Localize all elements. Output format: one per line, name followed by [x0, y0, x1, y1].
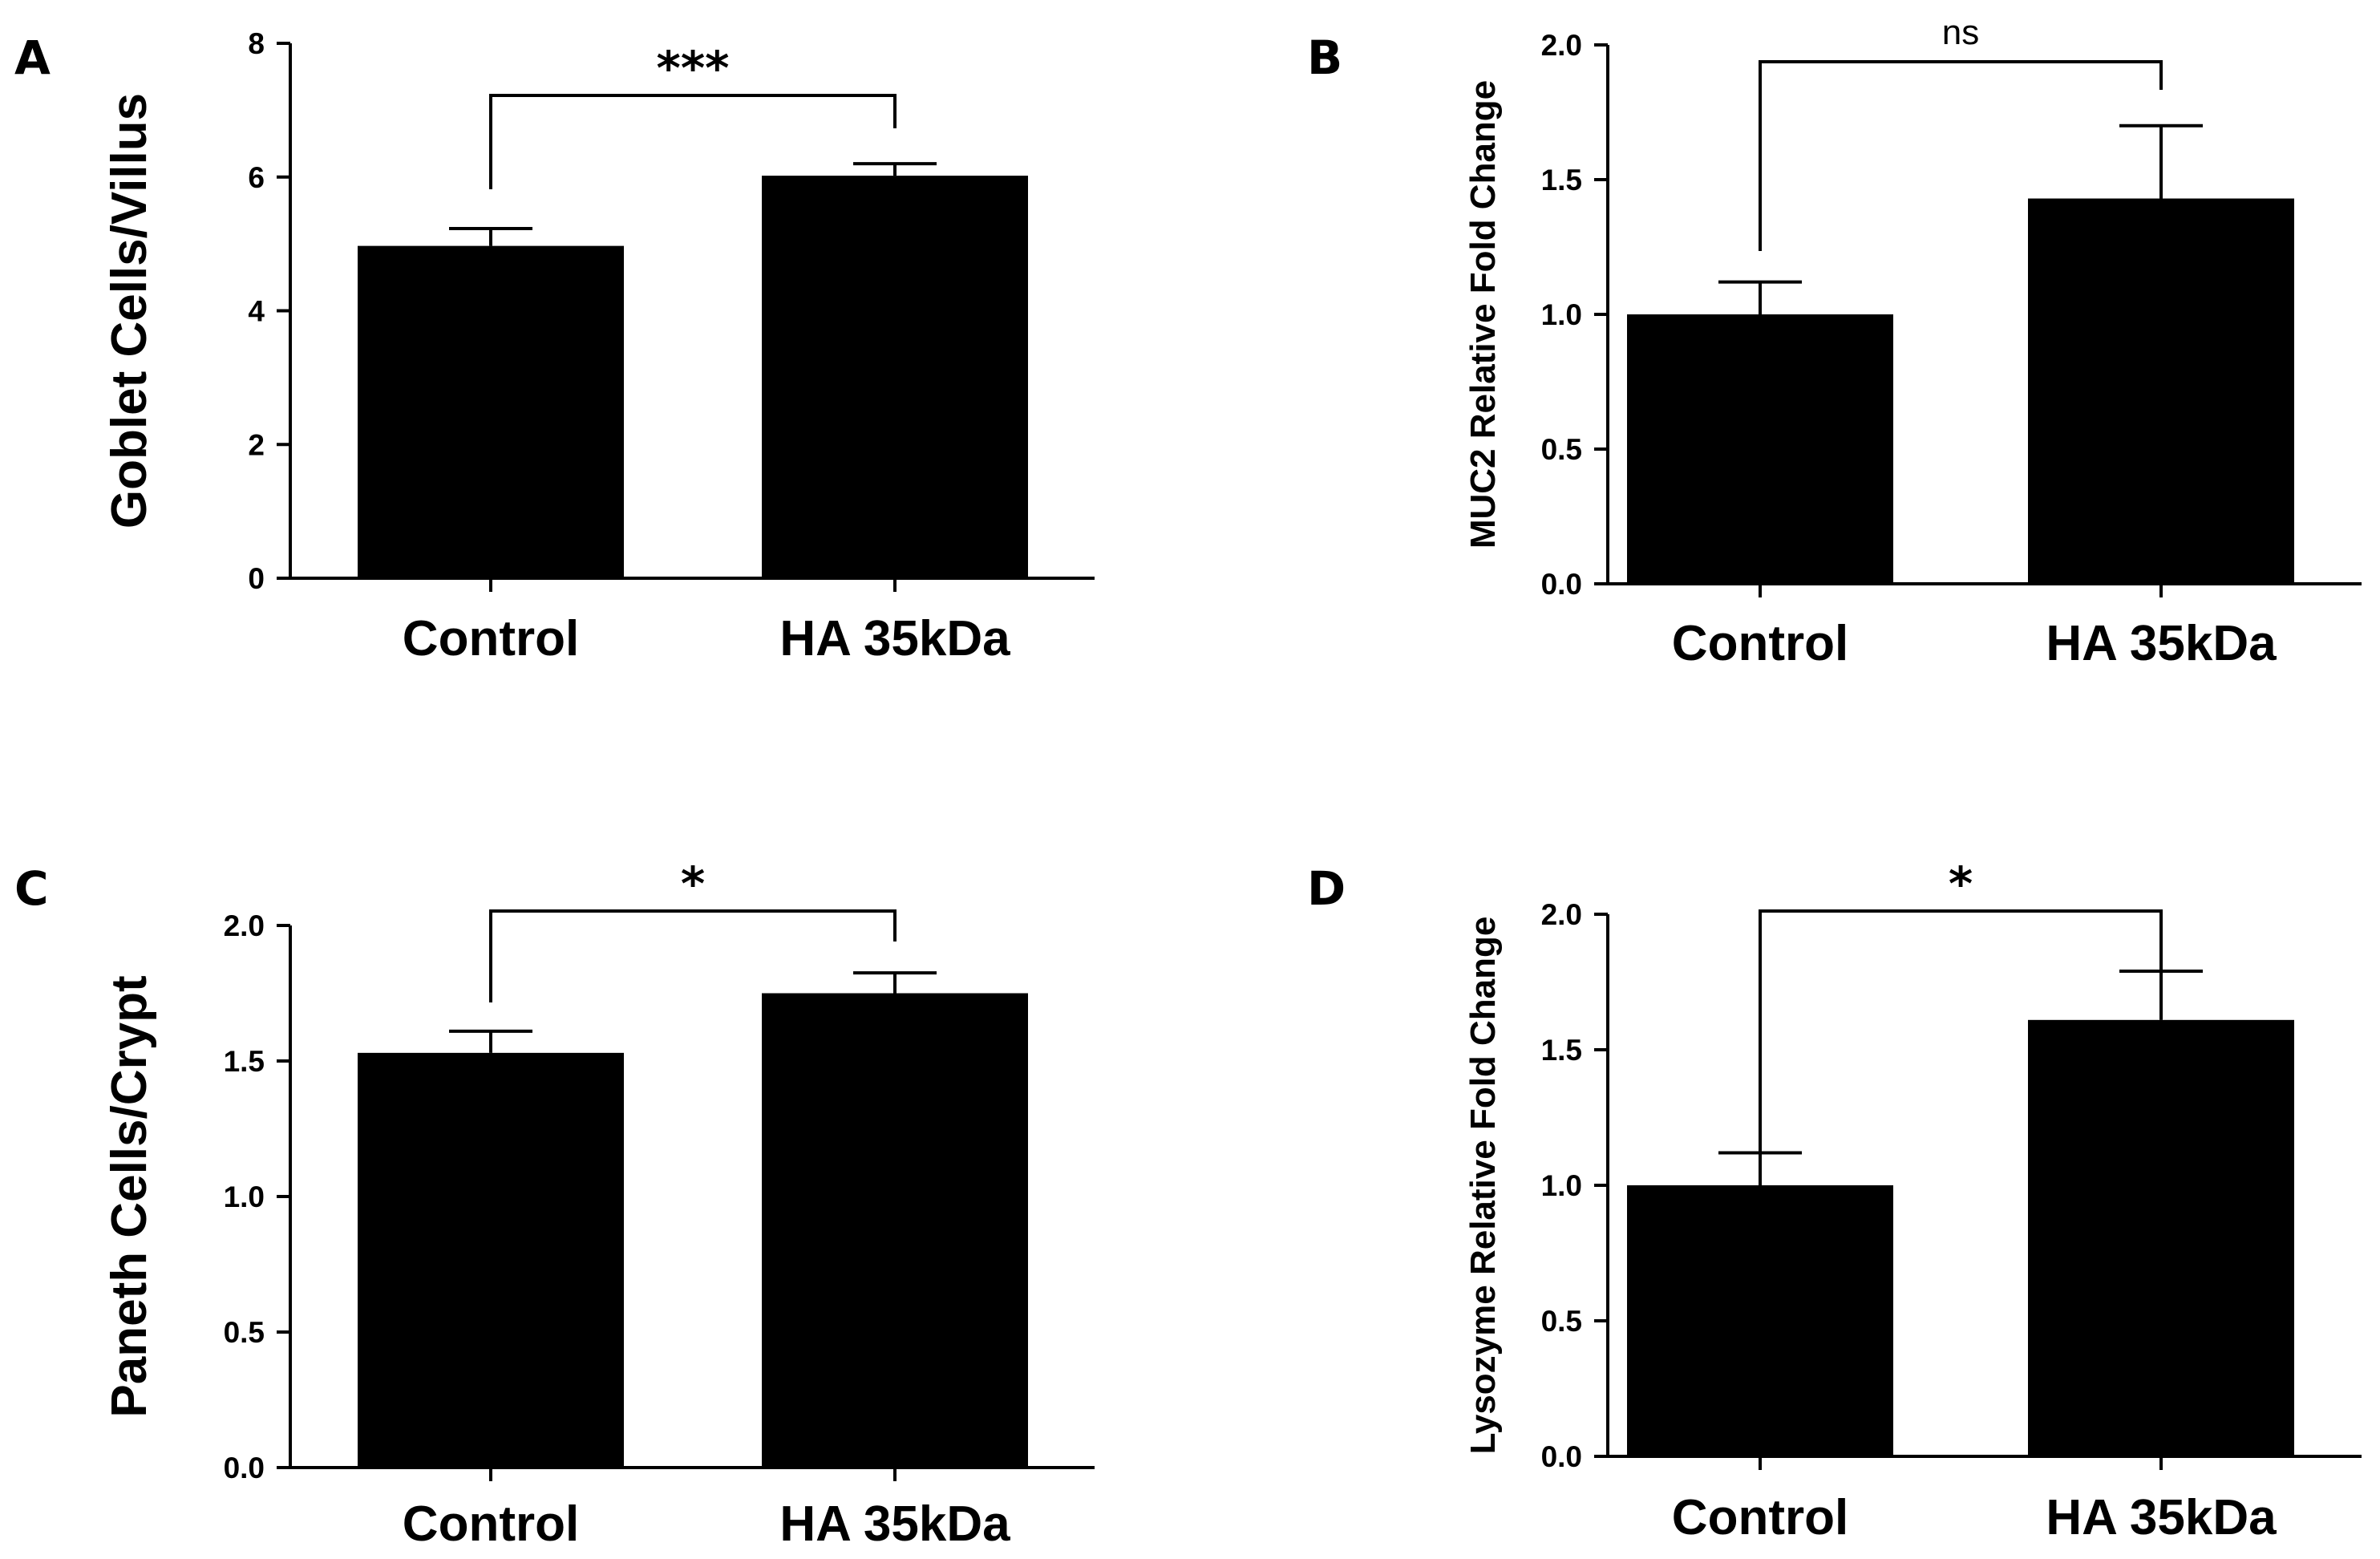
bar	[762, 176, 1028, 578]
bar	[1627, 314, 1893, 584]
bar	[762, 993, 1028, 1468]
y-tick-label: 2.0	[1541, 898, 1582, 931]
y-tick-label: 0.5	[1541, 1305, 1582, 1338]
significance-label: *	[681, 856, 705, 911]
y-tick-label: 0.0	[1541, 568, 1582, 601]
x-tick-label: Control	[1672, 1490, 1848, 1545]
significance-label: ***	[657, 41, 730, 95]
y-tick-label: 1.5	[1541, 164, 1582, 196]
panel-letter: A	[14, 30, 51, 85]
y-axis-label: Paneth Cells/Crypt	[102, 975, 157, 1417]
y-tick-label: 6	[248, 161, 265, 194]
y-tick-label: 2.0	[1541, 29, 1582, 62]
y-tick-label: 0.5	[224, 1316, 265, 1349]
chart-panel-d: D 0.0 0.5 1.0 1.5 2.0 Control HA 35kDa Lysozyme …	[1307, 856, 2362, 1545]
y-tick-label: 0.0	[1541, 1440, 1582, 1473]
bar	[1627, 1185, 1893, 1456]
panel-letter: C	[14, 861, 49, 916]
bar	[358, 245, 624, 578]
significance-bracket	[1759, 909, 2163, 1152]
panel-letter: D	[1307, 861, 1346, 916]
x-tick-label: Control	[403, 611, 579, 666]
y-tick-label: 4	[248, 295, 265, 328]
bar	[2028, 198, 2294, 584]
x-tick-label: Control	[403, 1496, 579, 1552]
y-tick-label: 0.5	[1541, 433, 1582, 466]
x-tick-label: HA 35kDa	[779, 611, 1010, 666]
significance-bracket	[489, 94, 897, 189]
bar	[358, 1052, 624, 1468]
x-tick-label: HA 35kDa	[779, 1496, 1010, 1552]
chart-panel-b: B 0.0 0.5 1.0 1.5 2.0 Control HA 35kDa MUC2 Rela…	[1307, 13, 2362, 671]
significance-bracket	[489, 909, 897, 1002]
y-tick-label: 1.5	[1541, 1034, 1582, 1067]
chart-panel-a: A 0 2 4 6 8 Control HA 35kDa Goblet Cells/Villus…	[14, 27, 1095, 666]
significance-label: ns	[1942, 13, 1979, 52]
y-tick-label: 1.5	[224, 1045, 265, 1078]
y-tick-label: 0.0	[224, 1452, 265, 1484]
panel-letter: B	[1307, 30, 1342, 85]
y-tick-label: 8	[248, 27, 265, 60]
y-tick-label: 2.0	[224, 909, 265, 942]
y-axis-label: MUC2 Relative Fold Change	[1463, 80, 1503, 549]
x-tick-label: HA 35kDa	[2046, 616, 2277, 671]
y-tick-label: 0	[248, 562, 265, 595]
significance-label: *	[1949, 856, 1973, 911]
y-axis-label: Goblet Cells/Villus	[102, 93, 157, 528]
y-axis-label: Lysozyme Relative Fold Change	[1463, 917, 1503, 1455]
bar	[2028, 1019, 2294, 1456]
significance-bracket	[1759, 60, 2163, 251]
y-tick-label: 2	[248, 428, 265, 461]
x-tick-label: Control	[1672, 616, 1848, 671]
y-tick-label: 1.0	[1541, 1169, 1582, 1202]
chart-panel-c: C 0.0 0.5 1.0 1.5 2.0 Control HA 35kDa Paneth Ce…	[14, 856, 1095, 1552]
y-tick-label: 1.0	[1541, 298, 1582, 331]
x-tick-label: HA 35kDa	[2046, 1490, 2277, 1545]
y-tick-label: 1.0	[224, 1180, 265, 1213]
